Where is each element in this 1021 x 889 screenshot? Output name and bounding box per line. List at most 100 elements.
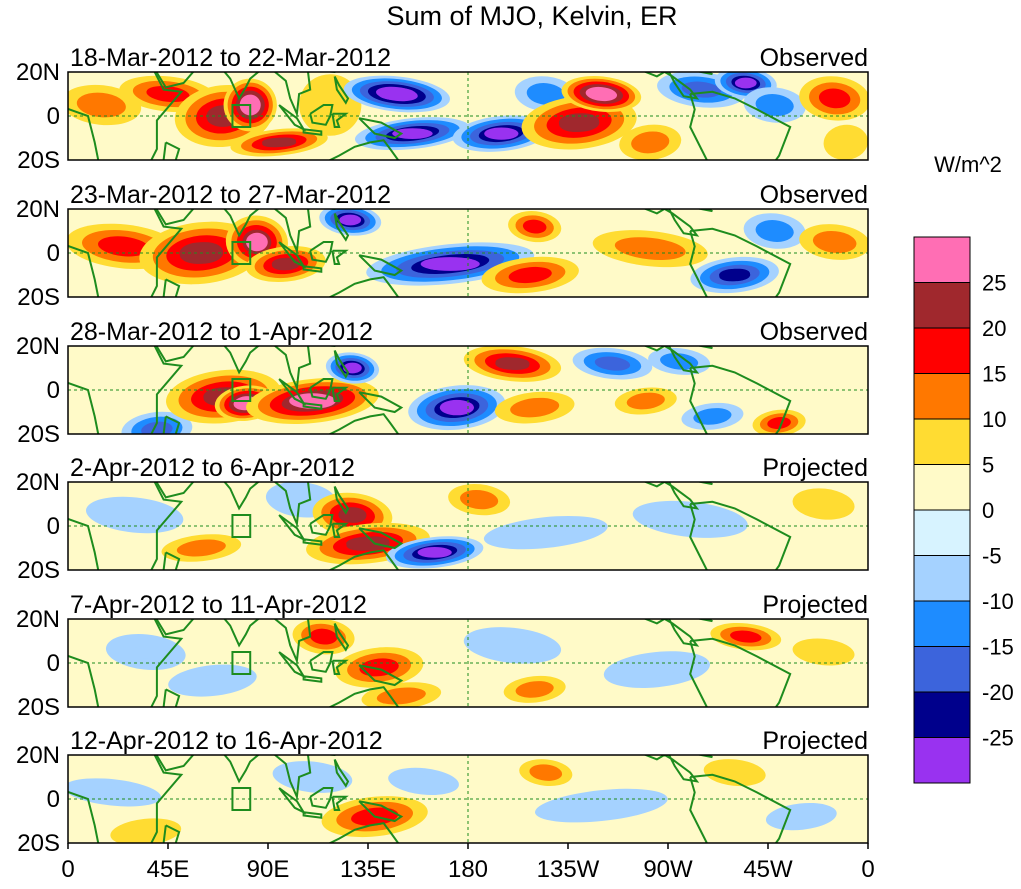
coastline	[273, 482, 337, 528]
anomaly-core	[763, 98, 786, 112]
coastline	[302, 811, 323, 819]
coastline	[273, 209, 337, 255]
y-tick-label: 20S	[17, 557, 60, 584]
coastline	[696, 482, 713, 486]
y-tick-label: 0	[47, 103, 60, 130]
anomaly-core	[534, 87, 557, 101]
y-tick-label: 20S	[17, 830, 60, 857]
coastline	[309, 378, 334, 400]
colorbar-swatch	[913, 646, 971, 693]
panel-frame	[67, 481, 869, 571]
coastline	[155, 755, 195, 772]
anomaly-core	[495, 357, 530, 370]
coastline	[273, 755, 337, 801]
anomaly-core	[117, 508, 152, 522]
panel-date-range: 12-Apr-2012 to 16-Apr-2012	[70, 727, 383, 755]
y-tick-label: 20N	[16, 59, 60, 86]
colorbar-level-label: 10	[982, 407, 1006, 432]
anomaly-core	[558, 113, 600, 132]
coastline	[223, 346, 260, 375]
panel-map	[68, 209, 868, 297]
anomaly-core	[701, 411, 724, 422]
panel-map	[68, 482, 868, 570]
anomaly-core	[133, 827, 159, 837]
y-tick-label: 20N	[16, 742, 60, 769]
coastline	[155, 482, 195, 499]
anomaly-core	[392, 128, 433, 139]
coastline	[331, 795, 349, 811]
colorbar-level-label: 15	[982, 362, 1006, 387]
colorbar: W/m^2 25 20 15 10 5 0 -5 -10 -15 -20 -25	[913, 152, 1014, 784]
anomaly-core	[630, 242, 671, 255]
anomaly-core	[523, 684, 546, 695]
index-box	[231, 651, 252, 675]
x-tick-label: 180	[448, 856, 488, 883]
panels: 18-Mar-2012 to 22-Mar-2012 Observed 20N 0 20…	[16, 44, 869, 857]
colorbar-level-label: -10	[982, 589, 1014, 614]
coastline	[309, 787, 334, 809]
coastline	[327, 686, 400, 707]
anomaly-core	[378, 87, 416, 101]
panel-status: Observed	[760, 44, 868, 72]
anomaly-core	[95, 787, 130, 798]
index-box	[231, 241, 252, 265]
y-tick-label: 0	[47, 377, 60, 404]
x-axis: 0 45E 90E 135E 180 135W 90W 45W 0	[61, 843, 875, 883]
coastline	[696, 72, 713, 76]
panel-6: 12-Apr-2012 to 16-Apr-2012 Projected 20N 0 2…	[16, 727, 869, 857]
y-tick-label: 20S	[17, 421, 60, 448]
anomaly-core	[525, 221, 545, 232]
y-tick-label: 0	[47, 786, 60, 813]
coastline	[155, 72, 195, 89]
anomaly-core	[262, 137, 297, 148]
x-tick-label: 135E	[340, 856, 396, 883]
anomaly-core	[812, 498, 835, 510]
colorbar-units: W/m^2	[934, 152, 1002, 177]
anomaly-core	[439, 399, 474, 416]
anomaly-core	[769, 418, 789, 428]
coastline	[358, 391, 404, 414]
panel-date-range: 28-Mar-2012 to 1-Apr-2012	[70, 318, 373, 346]
panel-date-range: 18-Mar-2012 to 22-Mar-2012	[70, 44, 391, 72]
coastline	[643, 72, 700, 100]
coastline	[643, 755, 700, 783]
coastline	[309, 514, 334, 536]
anomaly-core	[288, 493, 314, 506]
panel-5: 7-Apr-2012 to 11-Apr-2012 Projected 20N 0 20…	[16, 591, 869, 721]
coastline	[309, 651, 334, 673]
colorbar-swatch	[913, 236, 971, 283]
colorbar-level-label: 0	[982, 498, 994, 523]
coastline	[155, 619, 195, 636]
x-tick-label: 90E	[247, 856, 290, 883]
panel-map	[68, 755, 868, 843]
anomaly-core	[417, 547, 452, 558]
coastline	[302, 402, 323, 410]
colorbar-swatch	[913, 737, 971, 784]
coastline	[333, 75, 350, 105]
coastline	[643, 346, 700, 374]
colorbar-swatch	[913, 373, 971, 420]
anomaly-core	[103, 238, 144, 255]
anomaly-core	[363, 660, 395, 675]
x-tick-label: 0	[861, 856, 874, 883]
x-tick-label: 135W	[537, 856, 600, 883]
anomaly-core	[587, 87, 616, 101]
coastline	[331, 659, 349, 675]
panel-4: 2-Apr-2012 to 6-Apr-2012 Projected 20N 0 20S	[16, 454, 869, 584]
coastline	[333, 212, 350, 242]
anomaly-core	[670, 513, 711, 526]
y-tick-label: 20N	[16, 196, 60, 223]
coastline	[327, 276, 400, 297]
coastline	[327, 139, 400, 160]
panel-1: 18-Mar-2012 to 22-Mar-2012 Observed 20N 0 20…	[16, 44, 869, 174]
coastline	[223, 209, 260, 238]
colorbar-level-label: -15	[982, 635, 1014, 660]
coastline	[302, 538, 323, 546]
colorbar-swatch	[913, 691, 971, 738]
anomaly-core	[187, 543, 216, 553]
y-tick-label: 20S	[17, 694, 60, 721]
coastline	[223, 755, 260, 784]
coastline	[358, 800, 404, 823]
y-tick-label: 20S	[17, 284, 60, 311]
